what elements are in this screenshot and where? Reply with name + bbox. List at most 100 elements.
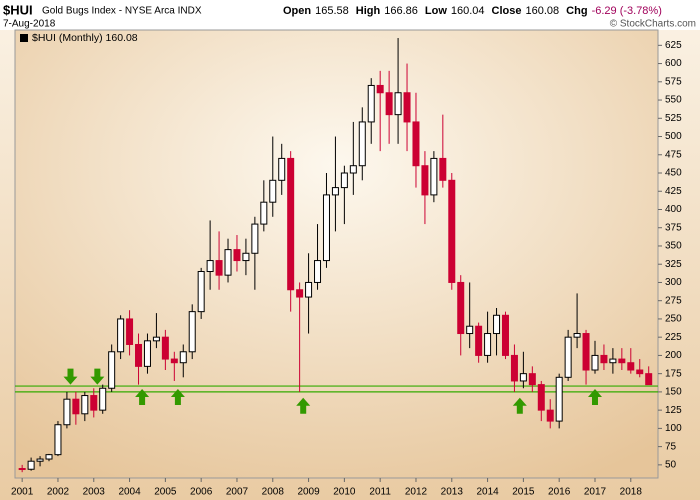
candle-body: [81, 395, 89, 415]
y-tick-label: 350: [665, 241, 682, 252]
candle-body: [537, 384, 545, 411]
candle-body: [600, 354, 608, 364]
candle-body: [314, 260, 322, 283]
y-tick-label: 200: [665, 350, 682, 361]
candle-body: [349, 165, 357, 174]
candle-body: [475, 325, 483, 356]
y-tick-label: 300: [665, 277, 682, 288]
candle-body: [645, 373, 653, 386]
y-tick-label: 75: [665, 441, 677, 452]
candle-body: [197, 271, 205, 313]
x-tick-label: 2011: [369, 487, 391, 498]
candle-body: [322, 194, 330, 262]
candle-body: [206, 260, 214, 273]
candle-body: [394, 92, 402, 116]
date: 7-Aug-2018: [3, 19, 56, 30]
y-tick-label: 275: [665, 295, 682, 306]
candle-body: [385, 92, 393, 116]
symbol: $HUI: [3, 2, 33, 17]
candle-body: [376, 84, 384, 94]
candle-body: [591, 354, 599, 371]
x-tick-label: 2014: [476, 487, 499, 498]
candle-body: [493, 314, 501, 335]
x-tick-label: 2012: [405, 487, 428, 498]
candle-body: [54, 424, 62, 456]
candle-body: [269, 179, 277, 203]
y-tick-label: 100: [665, 423, 682, 434]
candle-body: [305, 281, 313, 298]
x-tick-label: 2007: [226, 487, 249, 498]
candle-body: [555, 376, 563, 422]
x-tick-label: 2017: [584, 487, 607, 498]
candle-body: [143, 340, 151, 367]
candle-body: [90, 395, 98, 411]
quote-value: 160.04: [451, 5, 485, 17]
candle-body: [170, 358, 178, 364]
quote-value: 160.08: [526, 5, 560, 17]
y-tick-label: 225: [665, 332, 682, 343]
legend-swatch: [20, 34, 28, 42]
candle-body: [161, 336, 169, 360]
y-tick-label: 425: [665, 186, 682, 197]
candle-body: [126, 318, 134, 345]
candle-body: [564, 336, 572, 378]
quote-label: Chg: [566, 5, 587, 17]
candle-body: [331, 187, 339, 196]
candle-body: [510, 354, 518, 382]
credit: © StockCharts.com: [610, 19, 696, 30]
candle-body: [501, 314, 509, 356]
candle-body: [179, 351, 187, 364]
header-bg: [0, 0, 700, 30]
y-tick-label: 50: [665, 460, 677, 471]
candle-body: [430, 157, 438, 196]
quote-value: 166.86: [384, 5, 418, 17]
x-tick-label: 2008: [262, 487, 285, 498]
x-tick-label: 2010: [333, 487, 356, 498]
quote-label: Close: [492, 5, 522, 17]
quote-label: High: [356, 5, 381, 17]
x-tick-label: 2006: [190, 487, 213, 498]
candle-body: [152, 336, 160, 342]
x-tick-label: 2013: [441, 487, 464, 498]
candle-body: [287, 157, 295, 291]
quote-value: 165.58: [315, 5, 349, 17]
x-tick-label: 2018: [620, 487, 643, 498]
plot-area: [14, 29, 659, 479]
y-tick-label: 550: [665, 95, 682, 106]
quote-value: -6.29 (-3.78%): [592, 5, 662, 17]
candle-body: [466, 325, 474, 335]
candle-body: [582, 333, 590, 371]
candle-body: [251, 223, 259, 254]
candle-body: [99, 387, 107, 411]
candle-body: [27, 460, 35, 470]
x-tick-label: 2002: [47, 487, 70, 498]
candle-body: [108, 351, 116, 389]
candle-body: [242, 252, 250, 262]
candle-body: [627, 362, 635, 371]
x-tick-label: 2015: [512, 487, 535, 498]
candle-body: [296, 289, 304, 298]
candle-body: [63, 398, 71, 426]
candle-body: [573, 333, 581, 338]
y-tick-label: 250: [665, 314, 682, 325]
candle-body: [439, 157, 447, 181]
candle-body: [609, 358, 617, 364]
y-tick-label: 150: [665, 387, 682, 398]
arrow: [135, 388, 150, 405]
candle-body: [367, 84, 375, 123]
candle-body: [135, 343, 143, 367]
arrow: [90, 368, 105, 385]
y-tick-label: 400: [665, 204, 682, 215]
candle-body: [618, 358, 626, 364]
candle-body: [72, 398, 80, 415]
candle-body: [340, 172, 348, 189]
candle-body: [36, 458, 44, 462]
candle-body: [546, 409, 554, 422]
candle-body: [403, 92, 411, 123]
candle-body: [412, 121, 420, 167]
y-tick-label: 575: [665, 76, 682, 87]
subtitle: Gold Bugs Index - NYSE Arca INDX: [42, 6, 202, 17]
candle-body: [233, 249, 241, 262]
candle-body: [278, 157, 286, 181]
